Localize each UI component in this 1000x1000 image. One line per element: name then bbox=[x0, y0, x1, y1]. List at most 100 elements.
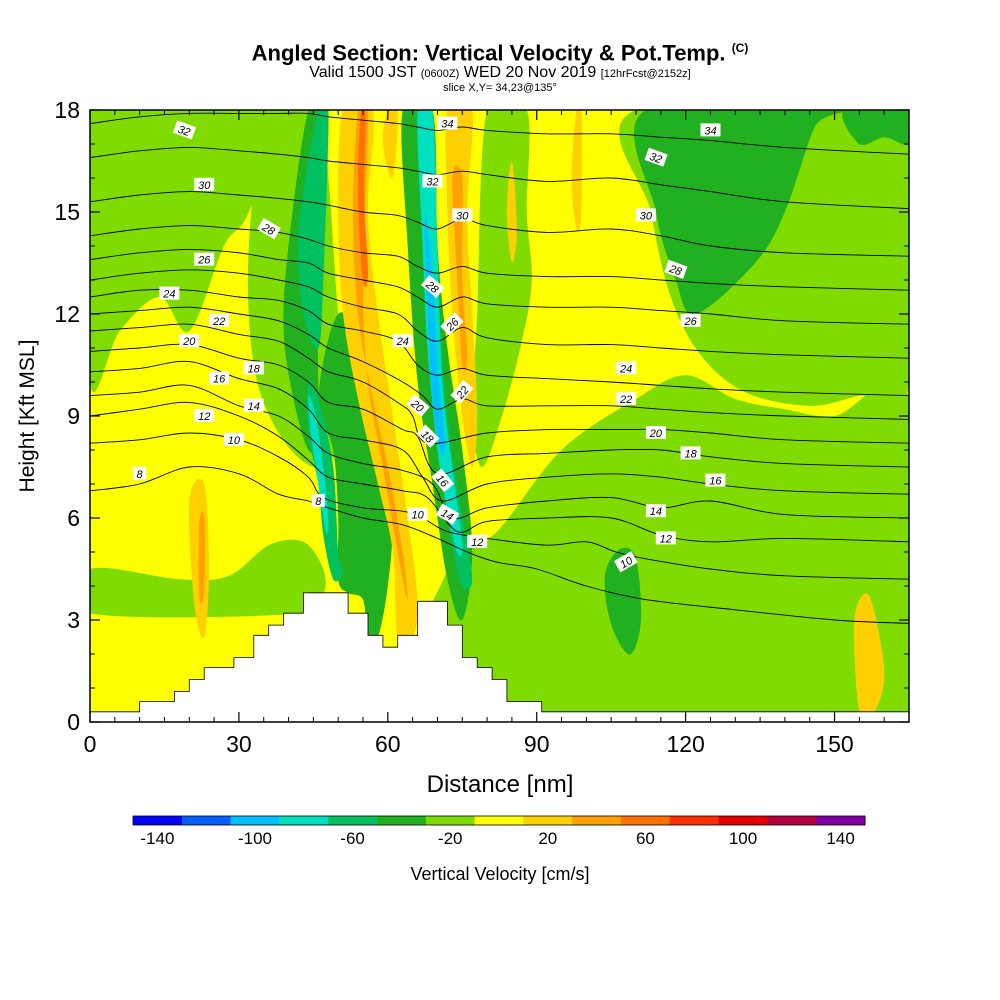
forecast-info: [12hrFcst@2152z] bbox=[600, 68, 691, 81]
isentrope-label: 30 bbox=[452, 208, 473, 222]
svg-text:12: 12 bbox=[660, 533, 672, 545]
colorbar-swatch bbox=[328, 816, 378, 825]
valid-utc: (0600Z) bbox=[420, 68, 460, 81]
svg-text:10: 10 bbox=[228, 435, 241, 447]
isentrope-label: 8 bbox=[133, 466, 147, 481]
velocity-region bbox=[90, 110, 287, 392]
velocity-region bbox=[90, 539, 326, 618]
colorbar-swatch bbox=[425, 816, 476, 825]
svg-text:12: 12 bbox=[198, 411, 210, 423]
isentrope-label: 12 bbox=[655, 531, 676, 545]
isentrope-label: 26 bbox=[680, 313, 701, 328]
colorbar-tick-label: -100 bbox=[238, 829, 272, 848]
svg-text:20: 20 bbox=[182, 336, 196, 348]
colorbar-swatch bbox=[572, 816, 622, 825]
svg-text:22: 22 bbox=[619, 394, 632, 406]
isentrope-line bbox=[90, 288, 909, 397]
colorbar-swatch bbox=[181, 816, 232, 825]
velocity-region bbox=[472, 110, 532, 467]
colorbar-swatch bbox=[279, 816, 329, 825]
svg-text:18: 18 bbox=[248, 363, 261, 375]
isentrope-label: 22 bbox=[209, 313, 230, 328]
terrain-shape bbox=[90, 592, 909, 722]
isentrope-label: 20 bbox=[179, 334, 200, 348]
colorbar-tick-label: 20 bbox=[538, 829, 557, 848]
velocity-region bbox=[396, 601, 408, 639]
isentrope-line bbox=[90, 146, 909, 210]
colorbar-swatch bbox=[767, 816, 817, 825]
isentrope-line bbox=[90, 323, 909, 445]
svg-text:16: 16 bbox=[709, 476, 722, 488]
isentrope-label: 10 bbox=[613, 551, 638, 573]
isentrope-label: 32 bbox=[422, 174, 443, 188]
isentrope-label: 22 bbox=[616, 392, 637, 406]
svg-text:14: 14 bbox=[439, 507, 456, 524]
velocity-region bbox=[634, 110, 845, 315]
colorbar-swatch bbox=[621, 816, 671, 825]
svg-text:26: 26 bbox=[683, 316, 697, 328]
isentrope-label: 18 bbox=[680, 446, 701, 460]
y-tick-label: 9 bbox=[67, 403, 80, 429]
colorbar-swatch bbox=[669, 816, 720, 825]
colorbar-tick-label: -140 bbox=[140, 829, 174, 848]
velocity-region bbox=[842, 110, 909, 145]
isentrope-label: 14 bbox=[243, 398, 264, 413]
isentrope-label: 8 bbox=[311, 494, 325, 508]
svg-text:10: 10 bbox=[411, 510, 424, 522]
y-tick-label: 12 bbox=[54, 301, 80, 327]
isentrope-line bbox=[90, 466, 909, 624]
velocity-region bbox=[424, 211, 445, 455]
isentrope-line bbox=[90, 306, 909, 420]
isentrope-label: 30 bbox=[635, 208, 656, 222]
isentrope-label: 30 bbox=[194, 177, 215, 192]
svg-text:30: 30 bbox=[456, 210, 469, 222]
isentrope-label: 34 bbox=[700, 123, 721, 137]
velocity-region bbox=[571, 110, 582, 232]
chart-title-main: Angled Section: Vertical Velocity & Pot.… bbox=[251, 40, 726, 66]
isentrope-label: 26 bbox=[194, 252, 215, 267]
svg-text:32: 32 bbox=[648, 151, 664, 166]
velocity-region bbox=[604, 547, 642, 655]
colorbar-tick-label: 60 bbox=[636, 829, 655, 848]
colorbar-swatch bbox=[816, 816, 866, 825]
y-tick-label: 0 bbox=[67, 709, 80, 735]
colorbar: -140 -100 -60 -20 20 60 100 140 bbox=[132, 815, 866, 848]
isentrope-label: 10 bbox=[223, 432, 244, 447]
isentrope-line bbox=[90, 225, 909, 291]
colorbar-tick-label: -60 bbox=[340, 829, 365, 848]
colorbar-swatch bbox=[523, 816, 573, 825]
svg-text:22: 22 bbox=[212, 316, 225, 328]
velocity-region bbox=[506, 160, 517, 264]
chart-title: Angled Section: Vertical Velocity & Pot.… bbox=[0, 36, 1000, 65]
isentrope-label: 10 bbox=[407, 507, 428, 522]
isentrope-label: 14 bbox=[435, 503, 460, 525]
svg-text:34: 34 bbox=[704, 125, 716, 137]
svg-text:30: 30 bbox=[198, 180, 211, 192]
colorbar-tick-label: -20 bbox=[438, 829, 463, 848]
isentrope-line bbox=[90, 269, 909, 359]
velocity-region bbox=[198, 511, 205, 604]
terrain bbox=[90, 592, 909, 722]
x-tick-label: 30 bbox=[226, 731, 252, 757]
svg-text:34: 34 bbox=[441, 119, 453, 131]
svg-text:14: 14 bbox=[650, 506, 662, 518]
colorbar-swatch bbox=[377, 816, 427, 825]
isentrope-label: 32 bbox=[644, 147, 668, 167]
svg-text:16: 16 bbox=[213, 374, 226, 386]
isentrope-label: 12 bbox=[467, 534, 488, 549]
slice-info: slice X,Y= 34,23@135° bbox=[443, 82, 557, 95]
svg-text:28: 28 bbox=[667, 263, 684, 279]
velocity-region bbox=[411, 375, 909, 722]
svg-text:32: 32 bbox=[426, 176, 438, 188]
isentrope-label: 18 bbox=[243, 361, 264, 375]
svg-text:14: 14 bbox=[248, 401, 260, 413]
isentrope-label: 20 bbox=[645, 426, 666, 440]
y-tick-label: 3 bbox=[67, 607, 80, 633]
velocity-field bbox=[90, 110, 909, 722]
isentrope-label: 34 bbox=[437, 116, 458, 131]
y-tick-label: 18 bbox=[54, 97, 80, 123]
isentrope-label: 32 bbox=[172, 120, 197, 140]
isentrope-label: 16 bbox=[209, 371, 230, 386]
colorbar-swatch bbox=[474, 816, 524, 825]
